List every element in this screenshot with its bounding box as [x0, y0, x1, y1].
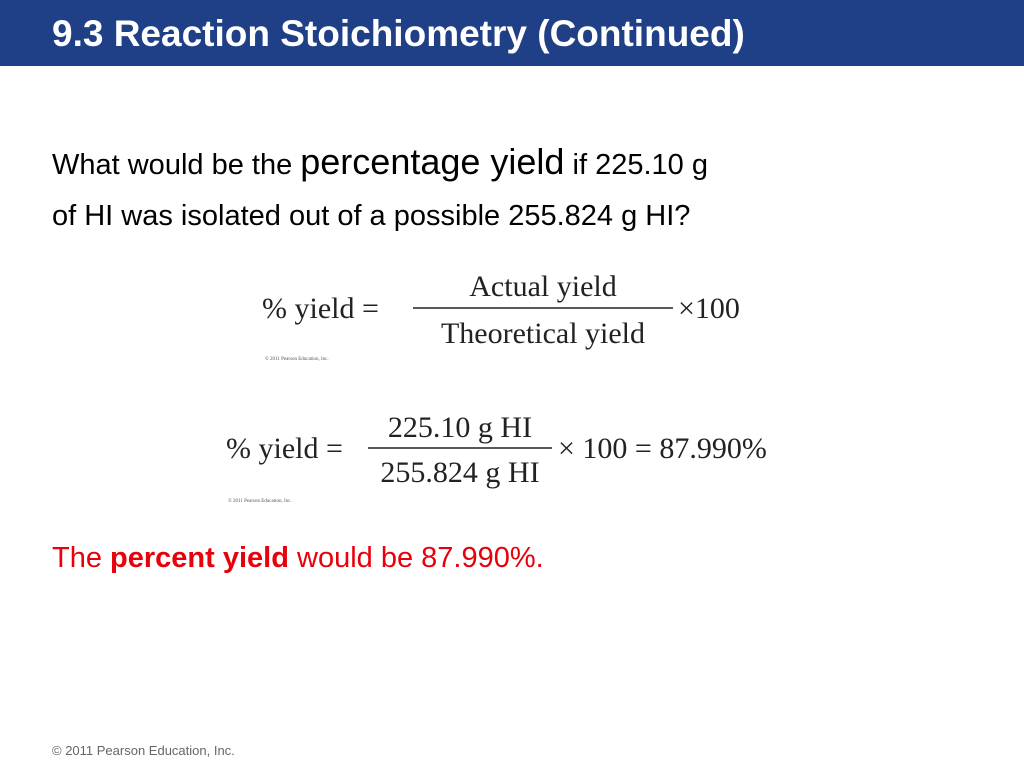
conclusion-rest: would be 87.990%. — [296, 542, 544, 574]
formula-credit: © 2011 Pearson Education, Inc. — [265, 356, 329, 362]
conclusion-term: percent yield — [110, 542, 289, 574]
calculation-numerator: 225.10 g HI — [388, 411, 532, 444]
slide-title: 9.3 Reaction Stoichiometry (Continued) — [52, 13, 745, 54]
formula-numerator: Actual yield — [469, 270, 616, 303]
calculation: % yield = 225.10 g HI 255.824 g HI × 100… — [226, 411, 767, 504]
question-line-1: What would be the percentage yield if 22… — [52, 141, 708, 182]
calculation-rhs: × 100 = 87.990% — [558, 432, 767, 465]
calculation-lhs: % yield = — [226, 432, 343, 465]
conclusion: The percent yield would be 87.990%. — [52, 542, 544, 574]
formula-lhs: % yield = — [262, 292, 379, 325]
question-lead: What would be the — [52, 149, 292, 181]
question-term: percentage yield — [300, 141, 564, 182]
question-line-2: of HI was isolated out of a possible 255… — [52, 200, 690, 232]
formula-denominator: Theoretical yield — [441, 317, 645, 350]
calculation-denominator: 255.824 g HI — [380, 456, 539, 489]
footer-copyright: © 2011 Pearson Education, Inc. — [52, 743, 235, 758]
formula-multiplier: ×100 — [678, 292, 740, 325]
header-bar — [0, 0, 1024, 66]
calculation-credit: © 2011 Pearson Education, Inc. — [228, 498, 292, 504]
formula: % yield = Actual yield Theoretical yield… — [262, 270, 740, 362]
conclusion-lead: The — [52, 542, 102, 574]
question-rest: if 225.10 g — [573, 149, 708, 181]
